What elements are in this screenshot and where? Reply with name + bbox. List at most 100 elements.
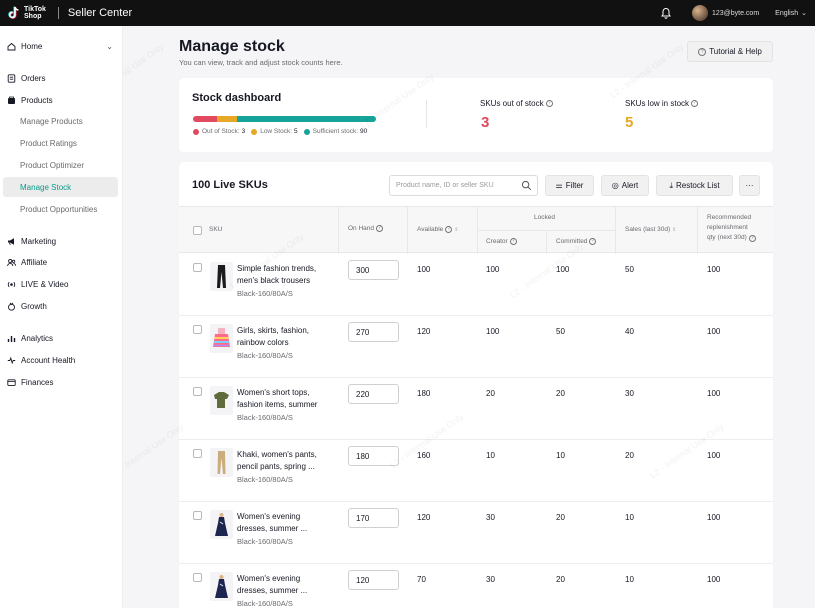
product-name[interactable]: Women's evening dresses, summer ...	[237, 574, 308, 595]
more-button[interactable]: ···	[739, 175, 760, 196]
product-thumbnail[interactable]	[210, 448, 233, 477]
row-checkbox[interactable]	[193, 449, 202, 458]
stock-distribution-bar	[193, 116, 376, 122]
on-hand-input[interactable]: 170	[348, 508, 399, 528]
skus-out-of-stock-value[interactable]: 3	[481, 114, 490, 131]
on-hand-input[interactable]: 180	[348, 446, 399, 466]
help-icon[interactable]: ?	[589, 238, 597, 245]
sku-list-title: 100 Live SKUs	[192, 179, 268, 191]
on-hand-input[interactable]: 270	[348, 322, 399, 342]
column-sales[interactable]: Sales (last 30d) ⇕	[625, 226, 676, 233]
on-hand-input[interactable]: 220	[348, 384, 399, 404]
sidebar-item-orders[interactable]: Orders	[0, 69, 123, 87]
product-variant: Black-160/80A/S	[237, 289, 293, 298]
column-group-locked: Locked	[534, 214, 555, 221]
recommended-value: 100	[707, 389, 721, 398]
bell-icon[interactable]	[660, 7, 672, 19]
sidebar-item-marketing[interactable]: Marketing	[0, 232, 123, 250]
product-name[interactable]: Girls, skirts, fashion, rainbow colors	[237, 326, 310, 347]
row-checkbox[interactable]	[193, 263, 202, 272]
main-content: Manage stock You can view, track and adj…	[123, 26, 815, 608]
account-email[interactable]: 123@byte.com	[711, 9, 760, 17]
product-thumbnail[interactable]	[210, 324, 233, 353]
help-icon[interactable]: ?	[748, 234, 756, 242]
search-input[interactable]: Product name, ID or seller SKU	[389, 175, 538, 196]
sidebar-item-affiliate[interactable]: Affiliate	[0, 253, 123, 271]
product-name[interactable]: Women's short tops, fashion items, summe…	[237, 388, 318, 409]
help-icon[interactable]: ?	[376, 225, 384, 232]
column-label: Creator	[486, 238, 508, 245]
row-checkbox[interactable]	[193, 511, 202, 520]
product-name[interactable]: Khaki, women's pants, pencil pants, spri…	[237, 450, 317, 471]
download-icon: ⤓	[669, 180, 673, 190]
filter-label: Filter	[565, 181, 584, 190]
on-hand-input[interactable]: 120	[348, 570, 399, 590]
help-icon[interactable]: ?	[509, 238, 517, 245]
help-icon[interactable]: ?	[691, 100, 699, 107]
sidebar-item-products[interactable]: Products	[0, 91, 123, 109]
language-selector[interactable]: English ⌄	[775, 9, 807, 18]
column-committed: Committed?	[556, 238, 597, 245]
creator-value: 100	[486, 265, 500, 274]
column-recommended: Recommended replenishment qty (next 30d)…	[707, 213, 756, 243]
legend-low-stock: Low Stock: 5	[251, 128, 298, 135]
sidebar-subitem-manage-products[interactable]: Manage Products	[20, 116, 83, 126]
available-value: 70	[417, 575, 426, 584]
column-label: Sales (last 30d)	[625, 226, 671, 233]
sidebar-item-growth[interactable]: Growth	[0, 297, 123, 315]
sort-icon[interactable]: ⇕	[454, 226, 459, 233]
stock-dashboard-card: Stock dashboard Out of Stock: 3 Low Stock…	[179, 78, 773, 152]
product-thumbnail[interactable]	[210, 262, 233, 291]
sales-value: 10	[625, 513, 634, 522]
product-name[interactable]: Simple fashion trends, men's black trous…	[237, 264, 317, 285]
search-icon[interactable]	[521, 180, 532, 191]
sidebar-subitem-product-ratings[interactable]: Product Ratings	[20, 138, 77, 148]
column-label-line: replenishment	[707, 224, 748, 231]
megaphone-icon	[8, 237, 14, 245]
sidebar-subitem-product-opportunities[interactable]: Product Opportunities	[20, 204, 98, 214]
help-icon[interactable]: ?	[445, 226, 453, 233]
column-divider	[407, 207, 408, 254]
legend-count: 90	[360, 128, 368, 135]
help-icon: ?	[698, 47, 707, 56]
tutorial-help-button[interactable]: ? Tutorial & Help	[687, 41, 773, 62]
row-checkbox[interactable]	[193, 573, 202, 582]
product-variant: Black-160/80A/S	[237, 599, 293, 608]
product-thumbnail[interactable]	[210, 386, 233, 415]
sidebar-subitem-manage-stock[interactable]: Manage Stock	[3, 177, 118, 197]
filter-button[interactable]: ⚌ Filter	[545, 175, 594, 196]
select-all-checkbox[interactable]	[193, 226, 202, 235]
sidebar-item-home[interactable]: Home ⌄	[0, 37, 123, 55]
help-icon[interactable]: ?	[545, 100, 553, 107]
row-checkbox[interactable]	[193, 387, 202, 396]
sidebar-item-analytics[interactable]: Analytics	[0, 329, 123, 347]
avatar[interactable]	[691, 5, 708, 21]
column-divider	[546, 230, 547, 254]
sidebar-subitem-product-optimizer[interactable]: Product Optimizer	[20, 160, 85, 170]
product-name[interactable]: Women's evening dresses, summer ...	[237, 512, 308, 533]
available-value: 100	[417, 265, 431, 274]
alert-button[interactable]: ◎ Alert	[601, 175, 649, 196]
skus-low-in-stock-value[interactable]: 5	[625, 114, 634, 131]
committed-value: 20	[556, 389, 565, 398]
sales-value: 20	[625, 451, 634, 460]
row-checkbox[interactable]	[193, 325, 202, 334]
tiktok-shop-logo[interactable]: TikTok Shop	[7, 6, 46, 20]
sales-value: 40	[625, 327, 634, 336]
sidebar-item-live-video[interactable]: LIVE & Video	[0, 275, 123, 293]
sort-icon[interactable]: ⇕	[672, 226, 677, 233]
committed-value: 10	[556, 451, 565, 460]
restock-list-button[interactable]: ⤓ Restock List	[656, 175, 733, 196]
product-thumbnail[interactable]	[210, 572, 233, 601]
sidebar-item-account-health[interactable]: Account Health	[0, 351, 123, 369]
wallet-icon	[7, 378, 16, 386]
product-thumbnail[interactable]	[210, 510, 233, 539]
sidebar-item-finances[interactable]: Finances	[0, 373, 123, 391]
column-divider	[697, 207, 698, 254]
alert-label: Alert	[621, 181, 639, 190]
column-label-line: Recommended	[707, 214, 752, 221]
column-label-line: qty (next 30d)	[707, 234, 747, 241]
column-available[interactable]: Available? ⇕	[417, 226, 458, 233]
sidebar-item-label: Home	[21, 41, 43, 51]
on-hand-input[interactable]: 300	[348, 260, 399, 280]
